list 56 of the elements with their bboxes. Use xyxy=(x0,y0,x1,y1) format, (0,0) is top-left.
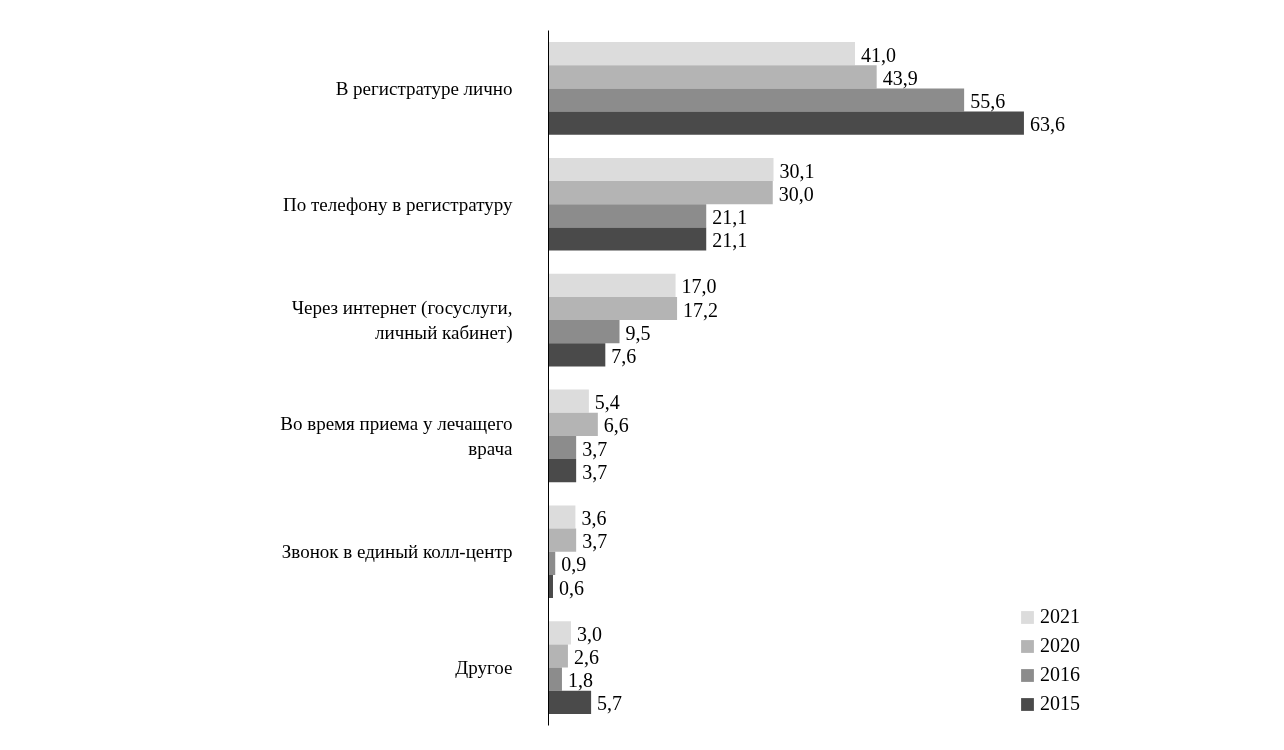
y-tick-label: Звонок в единый колл-центр xyxy=(281,541,513,563)
data-label: 21,1 xyxy=(712,205,748,228)
bar xyxy=(548,227,707,251)
legend-label: 2021 xyxy=(1040,605,1080,628)
bar xyxy=(548,157,774,182)
y-tick-label: Другое xyxy=(455,657,513,679)
data-label: 2,6 xyxy=(573,646,599,668)
legend-label: 2015 xyxy=(1040,692,1080,715)
data-label: 9,5 xyxy=(625,321,651,344)
bar xyxy=(548,42,855,66)
data-label: 3,0 xyxy=(576,622,602,645)
data-label: 0,6 xyxy=(558,576,584,599)
data-label: 17,0 xyxy=(681,275,717,298)
bar xyxy=(548,204,707,228)
data-label: 1,8 xyxy=(567,669,593,692)
bar xyxy=(548,690,592,714)
legend-label: 2020 xyxy=(1040,634,1080,657)
data-label: 30,1 xyxy=(779,159,815,182)
bar xyxy=(548,389,589,413)
bar xyxy=(548,273,676,297)
legend-label: 2016 xyxy=(1040,663,1080,686)
data-label: 3,6 xyxy=(581,507,607,529)
data-label: 0,9 xyxy=(561,553,587,576)
data-label: 5,7 xyxy=(597,692,623,715)
bar xyxy=(548,435,577,460)
y-tick-label: В регистратуре лично xyxy=(335,77,513,99)
data-label: 5,4 xyxy=(594,391,620,414)
bar xyxy=(548,181,773,205)
y-tick-label: По телефону в регистратуру xyxy=(283,193,513,215)
data-label: 21,1 xyxy=(712,229,748,251)
data-label: 6,6 xyxy=(603,414,629,437)
y-tick-label: Через интернет (госуслуги, личный кабинет) xyxy=(291,296,513,345)
data-label: 3,7 xyxy=(582,530,608,553)
bar xyxy=(548,621,571,645)
bar xyxy=(548,459,577,483)
bar xyxy=(548,505,576,529)
bar xyxy=(548,667,562,691)
bar xyxy=(548,343,606,367)
bar xyxy=(548,65,877,89)
bar xyxy=(548,88,965,112)
y-tick-label: Во время приема у лечащего врача xyxy=(280,412,514,460)
bar xyxy=(548,320,620,344)
data-label: 43,9 xyxy=(882,66,918,89)
data-label: 41,0 xyxy=(860,43,896,66)
data-label: 55,6 xyxy=(970,90,1006,112)
bar xyxy=(548,111,1024,135)
data-label: 63,6 xyxy=(1029,113,1065,136)
data-label: 3,7 xyxy=(582,437,608,460)
data-label: 17,2 xyxy=(683,298,719,321)
bar xyxy=(548,412,598,436)
bar xyxy=(548,644,568,668)
bar xyxy=(548,528,577,552)
data-label: 7,6 xyxy=(611,344,637,367)
data-label: 30,0 xyxy=(778,182,814,205)
bar xyxy=(548,296,678,321)
data-label: 3,7 xyxy=(582,460,608,483)
